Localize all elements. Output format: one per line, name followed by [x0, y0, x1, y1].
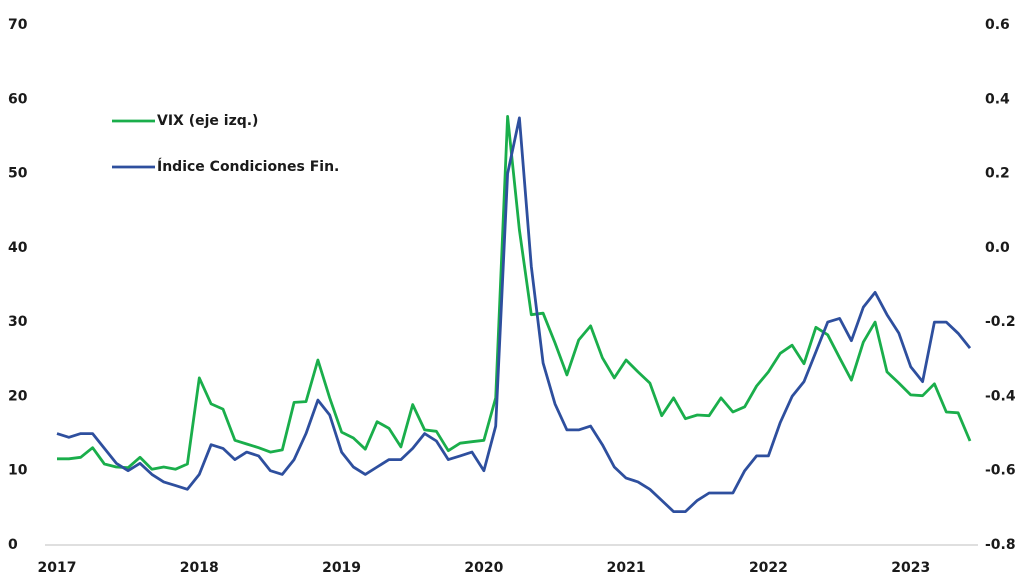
y2-tick-label: 0.6: [985, 17, 1010, 33]
y-tick-label: 30: [8, 314, 28, 330]
x-tick-label: 2017: [38, 560, 77, 576]
y2-tick-label: 0.4: [985, 91, 1010, 107]
x-tick-label: 2021: [607, 560, 646, 576]
series-line: [56, 116, 972, 513]
y-tick-label: 20: [8, 388, 28, 404]
x-tick-label: 2019: [322, 560, 361, 576]
y2-tick-label: 0.0: [985, 240, 1010, 256]
y2-tick-label: -0.2: [985, 314, 1016, 330]
x-tick-label: 2020: [464, 560, 503, 576]
y-tick-label: 70: [8, 17, 28, 33]
legend-label: VIX (eje izq.): [157, 113, 258, 129]
x-tick-label: 2023: [891, 560, 930, 576]
x-tick-label: 2018: [180, 560, 219, 576]
y-tick-label: 40: [8, 240, 28, 256]
y2-tick-label: -0.4: [985, 388, 1016, 404]
series-line: [57, 115, 972, 471]
y2-tick-label: -0.8: [985, 537, 1016, 553]
x-tick-label: 2022: [749, 560, 788, 576]
y2-tick-label: -0.6: [985, 463, 1016, 479]
y-tick-label: 50: [8, 166, 28, 182]
y-tick-label: 60: [8, 91, 28, 107]
y2-tick-label: 0.2: [985, 166, 1010, 182]
legend-label: Índice Condiciones Fin.: [157, 158, 339, 175]
y-tick-label: 10: [8, 463, 28, 479]
y-tick-label: 0: [8, 537, 18, 553]
